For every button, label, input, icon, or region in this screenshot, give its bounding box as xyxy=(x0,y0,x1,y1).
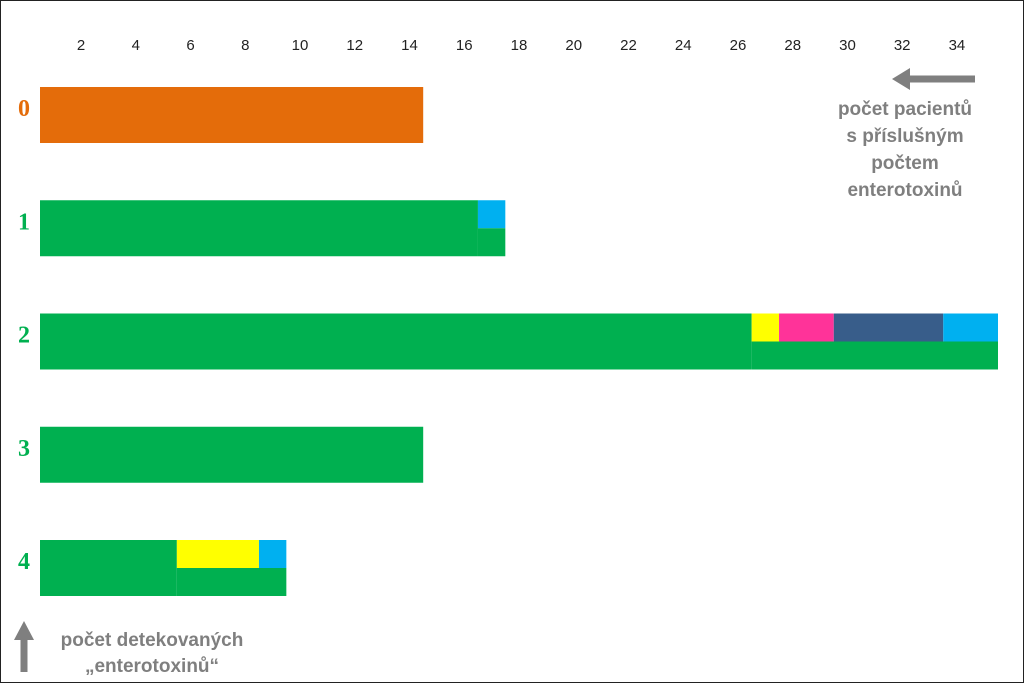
bars xyxy=(40,87,998,596)
bar-segment xyxy=(40,313,752,370)
bar-segment xyxy=(751,313,780,342)
bar-segment xyxy=(40,200,478,257)
arrow-left-icon xyxy=(892,68,975,90)
y-note-line: „enterotoxinů“ xyxy=(85,656,219,677)
x-tick-label: 20 xyxy=(565,37,582,54)
bar-segment xyxy=(779,313,834,342)
x-note-line: s příslušným xyxy=(846,126,963,147)
bar-segment xyxy=(40,426,424,483)
x-tick-label: 16 xyxy=(456,37,473,54)
bar-segment xyxy=(477,200,506,229)
x-tick-label: 12 xyxy=(346,37,363,54)
x-tick-label: 6 xyxy=(186,37,194,54)
bar-segment xyxy=(833,313,944,342)
category-label: 3 xyxy=(18,436,30,462)
y-note-line: počet detekovaných xyxy=(61,630,244,651)
x-tick-label: 8 xyxy=(241,37,249,54)
category-labels: 0 1 2 3 4 xyxy=(18,96,30,575)
x-note-line: počet pacientů xyxy=(838,99,972,120)
x-tick-label: 28 xyxy=(784,37,801,54)
category-label: 1 xyxy=(18,209,30,235)
x-tick-label: 4 xyxy=(132,37,140,54)
category-label: 4 xyxy=(18,549,30,575)
bar-segment xyxy=(258,540,287,568)
bar-segment xyxy=(176,568,287,596)
bar-segment xyxy=(176,540,259,568)
x-tick-label: 14 xyxy=(401,37,418,54)
bar-segment xyxy=(477,228,506,257)
x-note: počet pacientů s příslušným počtem enter… xyxy=(838,68,975,201)
bar-segment xyxy=(40,87,424,143)
arrow-up-icon xyxy=(14,621,34,672)
x-note-line: počtem xyxy=(871,153,939,174)
x-tick-label: 2 xyxy=(77,37,85,54)
x-tick-label: 30 xyxy=(839,37,856,54)
category-label: 0 xyxy=(18,96,30,122)
x-tick-label: 22 xyxy=(620,37,637,54)
x-tick-label: 32 xyxy=(894,37,911,54)
bar-segment xyxy=(751,341,998,370)
x-tick-label: 10 xyxy=(292,37,309,54)
x-tick-label: 34 xyxy=(949,37,966,54)
x-note-line: enterotoxinů xyxy=(847,180,962,201)
x-tick-label: 18 xyxy=(511,37,528,54)
x-tick-label: 26 xyxy=(730,37,747,54)
bar-segment xyxy=(943,313,998,342)
category-label: 2 xyxy=(18,323,30,349)
x-axis-ticks: 2 4 6 8 10 12 14 16 18 20 22 24 26 28 30 32 34 xyxy=(77,37,965,54)
y-note: počet detekovaných „enterotoxinů“ xyxy=(14,621,243,677)
x-tick-label: 24 xyxy=(675,37,692,54)
bar-segment xyxy=(40,540,177,596)
